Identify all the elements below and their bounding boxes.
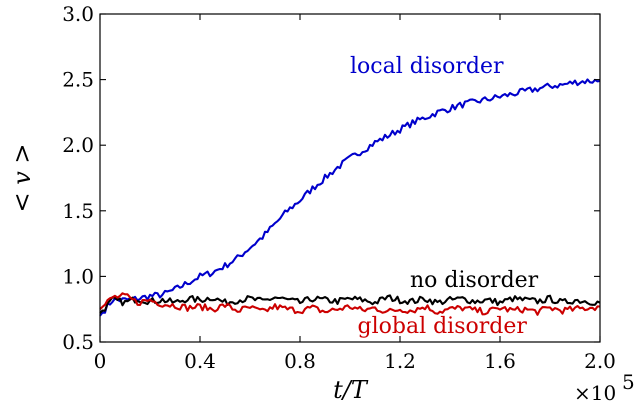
y-tick-label: 1.5 — [62, 199, 94, 223]
x-tick-label: 1.2 — [384, 349, 416, 373]
x-tick-label: 1.6 — [484, 349, 516, 373]
y-tick-label: 1.0 — [62, 264, 94, 288]
plot-frame — [99, 13, 601, 343]
x-tick-label: 0 — [94, 349, 107, 373]
y-axis-label: < v > — [8, 143, 36, 212]
x-tick-label: 0.4 — [184, 349, 216, 373]
series-line-no-disorder — [99, 294, 601, 314]
y-tick-label: 2.0 — [62, 133, 94, 157]
series-label-local-disorder: local disorder — [350, 54, 504, 79]
y-tick-label: 3.0 — [62, 2, 94, 26]
series-label-global-disorder: global disorder — [358, 314, 528, 339]
series-label-no-disorder: no disorder — [410, 268, 539, 293]
series-line-local-disorder — [99, 78, 601, 317]
x-tick-label: 2.0 — [584, 349, 616, 373]
x-multiplier-exponent: 5 — [622, 370, 635, 394]
x-tick-label: 0.8 — [284, 349, 316, 373]
axes — [99, 13, 601, 343]
y-tick-label: 0.5 — [62, 330, 94, 354]
plot-area — [99, 78, 601, 317]
series-line-global-disorder — [99, 292, 601, 316]
x-multiplier-label: ×10 — [574, 381, 616, 405]
y-tick-label: 2.5 — [62, 68, 94, 92]
x-axis-label: t/T — [333, 376, 369, 404]
labels: 0 0.4 0.8 1.2 1.6 2.0 0.5 1.0 1.5 2.0 2.5 3.0 t/T < v… — [8, 2, 635, 405]
